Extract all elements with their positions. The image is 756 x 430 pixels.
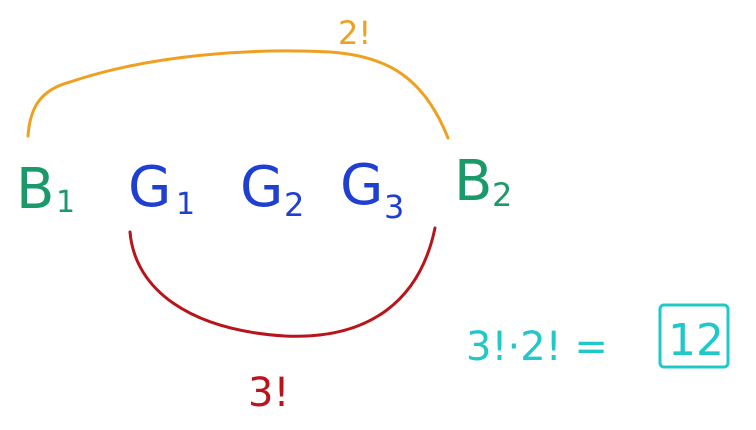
answer-box [658, 303, 730, 369]
girl-1-subscript: 1 [176, 187, 195, 222]
answer-value: 12 [668, 315, 724, 366]
bottom-arc-label: 3! [248, 370, 289, 416]
boy-2-letter: B [454, 149, 492, 214]
boy-1-subscript: 1 [56, 185, 75, 220]
boy-1: B 1 [16, 157, 75, 222]
boy-1-letter: B [16, 157, 54, 222]
boy-2: B 2 [454, 149, 512, 214]
girl-3-letter: G [340, 153, 383, 218]
top-arc-label: 2! [338, 14, 371, 52]
girl-2-subscript: 2 [284, 186, 304, 224]
girl-1: G 1 [128, 155, 195, 222]
girl-2: G 2 [240, 155, 304, 224]
girl-3-subscript: 3 [384, 188, 404, 226]
girl-2-letter: G [240, 155, 283, 220]
boy-2-subscript: 2 [492, 176, 512, 214]
top-arc [26, 49, 450, 140]
girl-1-letter: G [128, 155, 171, 220]
equation-expression: 3!·2! = [466, 324, 608, 370]
bottom-arc [128, 226, 437, 338]
girl-3: G 3 [340, 153, 404, 226]
